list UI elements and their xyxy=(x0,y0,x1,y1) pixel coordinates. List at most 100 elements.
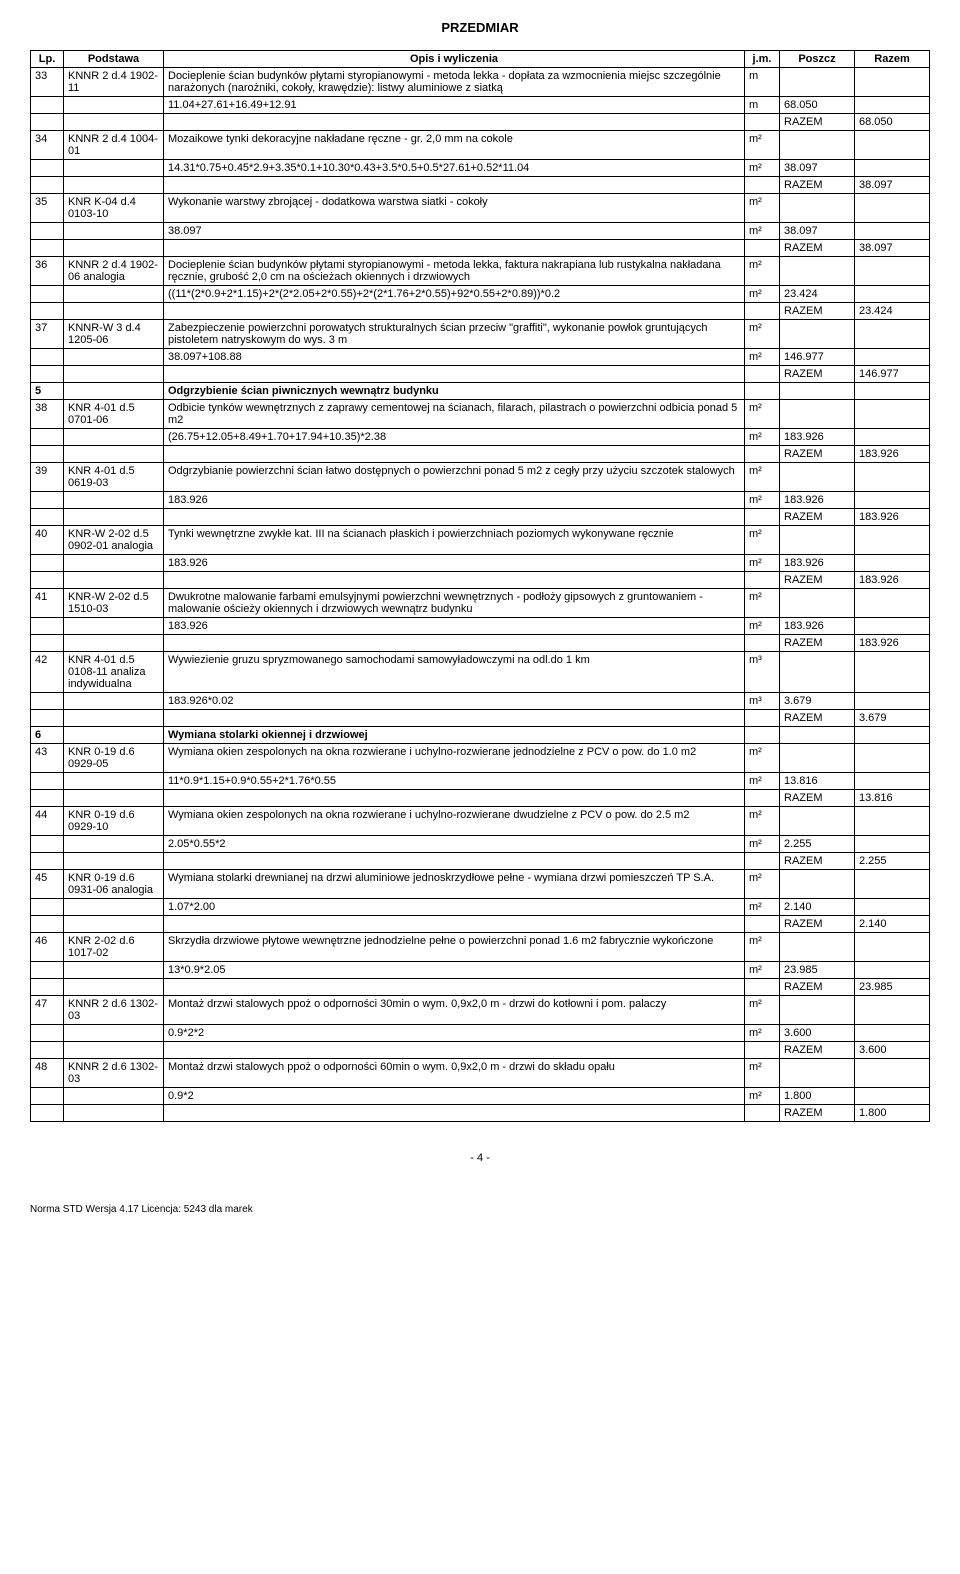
cell-pod xyxy=(64,773,164,790)
cell-razem-label: RAZEM xyxy=(780,114,855,131)
cell-jm: m² xyxy=(745,257,780,286)
cell-lp xyxy=(31,710,64,727)
col-jm: j.m. xyxy=(745,51,780,68)
cell-pod xyxy=(64,114,164,131)
cell-jm: m² xyxy=(745,933,780,962)
cell-opis: Wymiana okien zespolonych na okna rozwie… xyxy=(164,744,745,773)
cell-pod: KNR 4-01 d.5 0108-11 analiza indywidualn… xyxy=(64,652,164,693)
cell-opis xyxy=(164,979,745,996)
cell-opis xyxy=(164,572,745,589)
table-row: 44KNR 0-19 d.6 0929-10Wymiana okien zesp… xyxy=(31,807,930,836)
cell-opis: Montaż drzwi stalowych ppoż o odporności… xyxy=(164,996,745,1025)
cell-pod xyxy=(64,836,164,853)
cell-razem-label: RAZEM xyxy=(780,446,855,463)
cell-lp xyxy=(31,223,64,240)
cell-lp xyxy=(31,1088,64,1105)
cell-poszcz: 183.926 xyxy=(780,618,855,635)
cell-opis: Wywiezienie gruzu spryzmowanego samochod… xyxy=(164,652,745,693)
cell-pod xyxy=(64,349,164,366)
cell-pod: KNR-W 2-02 d.5 1510-03 xyxy=(64,589,164,618)
table-row: RAZEM2.255 xyxy=(31,853,930,870)
cell-lp: 5 xyxy=(31,383,64,400)
col-poszcz: Poszcz xyxy=(780,51,855,68)
cell-poszcz: 146.977 xyxy=(780,349,855,366)
table-row: 0.9*2m²1.800 xyxy=(31,1088,930,1105)
table-row: 6 Wymiana stolarki okiennej i drzwiowej xyxy=(31,727,930,744)
cell-razem-label: RAZEM xyxy=(780,509,855,526)
cell-opis: 183.926*0.02 xyxy=(164,693,745,710)
table-row: 38.097m²38.097 xyxy=(31,223,930,240)
table-row: 2.05*0.55*2m²2.255 xyxy=(31,836,930,853)
cell-pod xyxy=(64,853,164,870)
cell-opis xyxy=(164,366,745,383)
cell-opis: 38.097 xyxy=(164,223,745,240)
cell-pod xyxy=(64,383,164,400)
cell-lp: 33 xyxy=(31,68,64,97)
cell-poszcz: 23.985 xyxy=(780,962,855,979)
cell-razem xyxy=(855,194,930,223)
cell-jm: m² xyxy=(745,744,780,773)
cell-lp: 6 xyxy=(31,727,64,744)
table-row: 43KNR 0-19 d.6 0929-05Wymiana okien zesp… xyxy=(31,744,930,773)
cell-razem xyxy=(855,383,930,400)
cell-opis: 0.9*2*2 xyxy=(164,1025,745,1042)
cell-poszcz: 38.097 xyxy=(780,223,855,240)
cell-opis: 183.926 xyxy=(164,492,745,509)
cell-opis: Odgrzybienie ścian piwnicznych wewnątrz … xyxy=(164,383,745,400)
cell-lp xyxy=(31,114,64,131)
cell-lp xyxy=(31,1105,64,1122)
cell-poszcz: 68.050 xyxy=(780,97,855,114)
table-row: RAZEM183.926 xyxy=(31,635,930,652)
cell-poszcz xyxy=(780,257,855,286)
cell-lp xyxy=(31,618,64,635)
cell-poszcz xyxy=(780,589,855,618)
cell-jm: m² xyxy=(745,463,780,492)
table-row: 11*0.9*1.15+0.9*0.55+2*1.76*0.55m²13.816 xyxy=(31,773,930,790)
cell-pod xyxy=(64,710,164,727)
cell-lp xyxy=(31,899,64,916)
table-row: RAZEM183.926 xyxy=(31,509,930,526)
cell-jm xyxy=(745,366,780,383)
cell-poszcz xyxy=(780,744,855,773)
cell-lp: 41 xyxy=(31,589,64,618)
cell-pod xyxy=(64,1088,164,1105)
table-row: RAZEM23.985 xyxy=(31,979,930,996)
cell-razem-value: 183.926 xyxy=(855,509,930,526)
cell-razem xyxy=(855,320,930,349)
cell-pod: KNNR-W 3 d.4 1205-06 xyxy=(64,320,164,349)
cell-razem xyxy=(855,68,930,97)
cell-lp: 46 xyxy=(31,933,64,962)
cell-razem xyxy=(855,652,930,693)
cell-jm: m² xyxy=(745,131,780,160)
cell-lp xyxy=(31,635,64,652)
cell-jm xyxy=(745,303,780,320)
cell-pod xyxy=(64,635,164,652)
table-row: 183.926m²183.926 xyxy=(31,492,930,509)
cell-pod: KNR 0-19 d.6 0931-06 analogia xyxy=(64,870,164,899)
cell-jm: m² xyxy=(745,194,780,223)
cell-opis: Dwukrotne malowanie farbami emulsyjnymi … xyxy=(164,589,745,618)
cell-razem-value: 146.977 xyxy=(855,366,930,383)
cell-jm xyxy=(745,916,780,933)
cell-razem xyxy=(855,996,930,1025)
cell-pod xyxy=(64,572,164,589)
cell-razem-value: 38.097 xyxy=(855,177,930,194)
table-row: 11.04+27.61+16.49+12.91m68.050 xyxy=(31,97,930,114)
cell-pod xyxy=(64,962,164,979)
cell-opis: Mozaikowe tynki dekoracyjne nakładane rę… xyxy=(164,131,745,160)
cell-poszcz xyxy=(780,933,855,962)
cell-lp: 43 xyxy=(31,744,64,773)
cell-razem-label: RAZEM xyxy=(780,572,855,589)
cell-opis: Wymiana stolarki okiennej i drzwiowej xyxy=(164,727,745,744)
cell-razem-value: 38.097 xyxy=(855,240,930,257)
cell-pod xyxy=(64,979,164,996)
cell-pod: KNR K-04 d.4 0103-10 xyxy=(64,194,164,223)
cell-jm xyxy=(745,240,780,257)
table-row: 41KNR-W 2-02 d.5 1510-03Dwukrotne malowa… xyxy=(31,589,930,618)
cell-poszcz xyxy=(780,526,855,555)
cell-lp xyxy=(31,916,64,933)
cell-jm: m² xyxy=(745,962,780,979)
table-row: (26.75+12.05+8.49+1.70+17.94+10.35)*2.38… xyxy=(31,429,930,446)
cell-razem-label: RAZEM xyxy=(780,366,855,383)
cell-razem xyxy=(855,870,930,899)
